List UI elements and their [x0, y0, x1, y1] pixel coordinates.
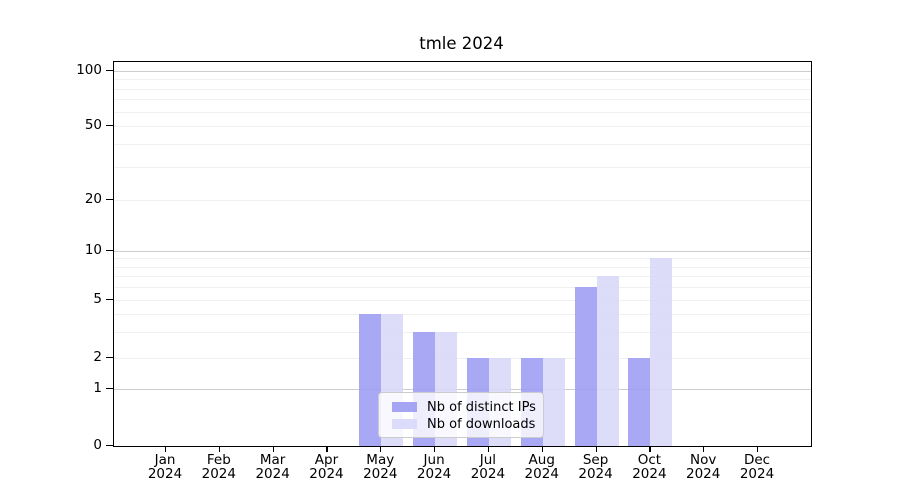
x-tick-mark: [757, 446, 759, 452]
x-tick-year: 2024: [470, 466, 506, 482]
x-tick-mark: [703, 446, 705, 452]
x-tick-month: May: [366, 452, 395, 468]
minor-gridline: [114, 266, 811, 268]
y-tick-label: 0: [93, 437, 102, 453]
legend-swatch-downloads-icon: [392, 419, 417, 429]
x-tick-mark: [595, 446, 597, 452]
x-tick-year: 2024: [578, 466, 613, 482]
x-tick-year: 2024: [363, 466, 398, 482]
x-tick-year: 2024: [255, 466, 290, 482]
y-tick-mark: [106, 199, 113, 201]
x-tick-month: Oct: [637, 452, 662, 468]
minor-gridline: [114, 79, 811, 81]
chart-title: tmle 2024: [419, 34, 504, 53]
x-tick-year: 2024: [416, 466, 452, 482]
minor-gridline: [114, 126, 811, 127]
y-tick-label: 100: [76, 62, 102, 78]
x-tick-year: 2024: [201, 466, 236, 482]
x-tick-month: Aug: [528, 452, 555, 468]
x-tick-year: 2024: [686, 466, 721, 482]
x-tick-month: Mar: [259, 452, 286, 468]
x-tick-mark: [218, 446, 220, 452]
x-tick-month: Dec: [743, 452, 771, 468]
minor-gridline: [114, 332, 811, 334]
bar-distinct-ips: [574, 287, 597, 446]
bar-distinct-ips: [359, 314, 382, 446]
y-tick-label: 10: [84, 242, 102, 258]
minor-gridline: [114, 300, 811, 301]
x-tick-mark: [380, 446, 382, 452]
y-tick-label: 50: [84, 117, 102, 133]
minor-gridline: [114, 111, 811, 113]
y-tick-mark: [106, 445, 113, 447]
x-tick-label: Nov 2024: [675, 453, 731, 481]
y-tick-label: 2: [93, 349, 102, 365]
x-tick-month: Feb: [206, 452, 231, 468]
x-tick-label: Apr 2024: [298, 453, 354, 481]
legend-swatch-distinct-ips-icon: [392, 402, 417, 412]
y-tick-mark: [106, 299, 113, 301]
x-tick-label: May 2024: [352, 453, 408, 481]
x-tick-mark: [272, 446, 274, 452]
x-tick-label: Dec 2024: [729, 453, 785, 481]
legend-item-distinct-ips: Nb of distinct IPs: [387, 399, 536, 415]
minor-gridline: [114, 314, 811, 316]
x-tick-year: 2024: [524, 466, 559, 482]
minor-gridline: [114, 276, 811, 278]
legend-label-distinct-ips: Nb of distinct IPs: [427, 399, 536, 415]
x-tick-mark: [434, 446, 436, 452]
x-tick-year: 2024: [147, 466, 183, 482]
x-tick-month: Sep: [582, 452, 609, 468]
x-tick-month: Jun: [423, 452, 445, 468]
major-gridline: [114, 251, 811, 252]
minor-gridline: [114, 287, 811, 289]
y-tick-label: 20: [84, 191, 102, 207]
x-tick-month: Nov: [690, 452, 717, 468]
plot-area: Nb of distinct IPs Nb of downloads: [113, 61, 812, 447]
x-tick-mark: [165, 446, 167, 452]
y-tick-mark: [106, 357, 113, 359]
y-tick-label: 5: [93, 291, 102, 307]
minor-gridline: [114, 99, 811, 101]
bar-downloads: [542, 358, 565, 446]
bar-downloads: [650, 258, 673, 446]
minor-gridline: [114, 88, 811, 90]
x-tick-label: Jan 2024: [137, 453, 193, 481]
legend: Nb of distinct IPs Nb of downloads: [378, 392, 544, 438]
bar-distinct-ips: [628, 358, 651, 446]
x-tick-month: Jan: [154, 452, 176, 468]
x-tick-mark: [649, 446, 651, 452]
minor-gridline: [114, 167, 811, 169]
legend-label-downloads: Nb of downloads: [427, 416, 536, 432]
x-tick-mark: [541, 446, 543, 452]
x-tick-mark: [326, 446, 328, 452]
x-tick-label: Aug 2024: [514, 453, 570, 481]
x-tick-label: Jun 2024: [406, 453, 462, 481]
x-tick-month: Jul: [479, 452, 497, 468]
x-tick-month: Apr: [314, 452, 339, 468]
x-tick-label: Oct 2024: [621, 453, 677, 481]
x-tick-label: Jul 2024: [460, 453, 516, 481]
x-tick-year: 2024: [632, 466, 667, 482]
minor-gridline: [114, 144, 811, 146]
x-tick-year: 2024: [309, 466, 344, 482]
y-tick-mark: [106, 125, 113, 127]
major-gridline: [114, 71, 811, 72]
minor-gridline: [114, 358, 811, 359]
x-tick-label: Sep 2024: [568, 453, 624, 481]
y-tick-mark: [106, 70, 113, 72]
legend-item-downloads: Nb of downloads: [387, 416, 535, 432]
major-gridline: [114, 389, 811, 390]
x-tick-label: Feb 2024: [191, 453, 247, 481]
y-tick-mark: [106, 250, 113, 252]
y-tick-mark: [106, 388, 113, 390]
minor-gridline: [114, 258, 811, 260]
y-tick-label: 1: [93, 380, 102, 396]
bar-downloads: [596, 276, 619, 446]
x-tick-mark: [487, 446, 490, 452]
minor-gridline: [114, 200, 811, 201]
x-tick-label: Mar 2024: [245, 453, 301, 481]
x-tick-year: 2024: [739, 466, 775, 482]
